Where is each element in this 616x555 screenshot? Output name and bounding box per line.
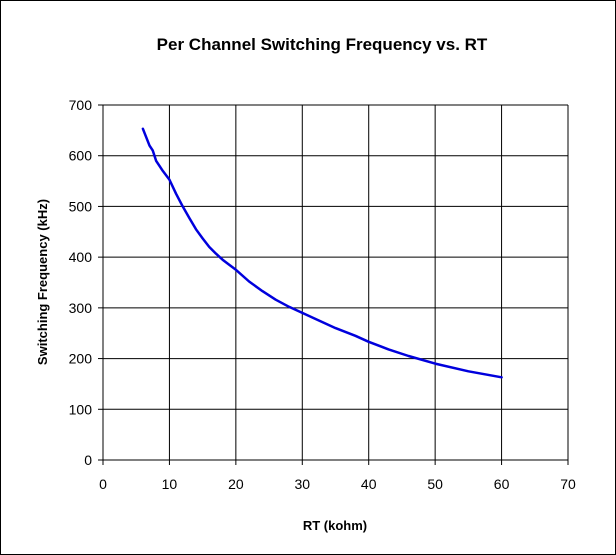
y-tick-label: 500 (69, 198, 93, 214)
y-tick-labels: 0 100 200 300 400 500 600 700 (69, 97, 93, 468)
x-axis-label: RT (kohm) (303, 518, 367, 533)
x-tick-label: 50 (427, 476, 443, 492)
y-tick-label: 300 (69, 300, 93, 316)
x-tick-label: 60 (494, 476, 510, 492)
y-tick-label: 200 (69, 351, 93, 367)
y-tick-label: 700 (69, 97, 93, 113)
series-line (141, 127, 503, 379)
y-axis-label: Switching Frequency (kHz) (35, 199, 50, 365)
axes (98, 104, 569, 465)
series-group (141, 127, 503, 379)
y-tick-label: 0 (84, 452, 92, 468)
y-tick-label: 600 (69, 148, 93, 164)
grid (103, 104, 569, 460)
x-tick-label: 30 (294, 476, 310, 492)
x-tick-label: 70 (560, 476, 576, 492)
x-tick-label: 40 (361, 476, 377, 492)
x-tick-labels: 0 10 20 30 40 50 60 70 (99, 476, 576, 492)
x-tick-label: 10 (162, 476, 178, 492)
y-tick-label: 400 (69, 249, 93, 265)
chart-title: Per Channel Switching Frequency vs. RT (157, 35, 488, 54)
x-tick-label: 20 (228, 476, 244, 492)
y-tick-label: 100 (69, 401, 93, 417)
x-tick-label: 0 (99, 476, 107, 492)
plot-area (103, 105, 568, 460)
